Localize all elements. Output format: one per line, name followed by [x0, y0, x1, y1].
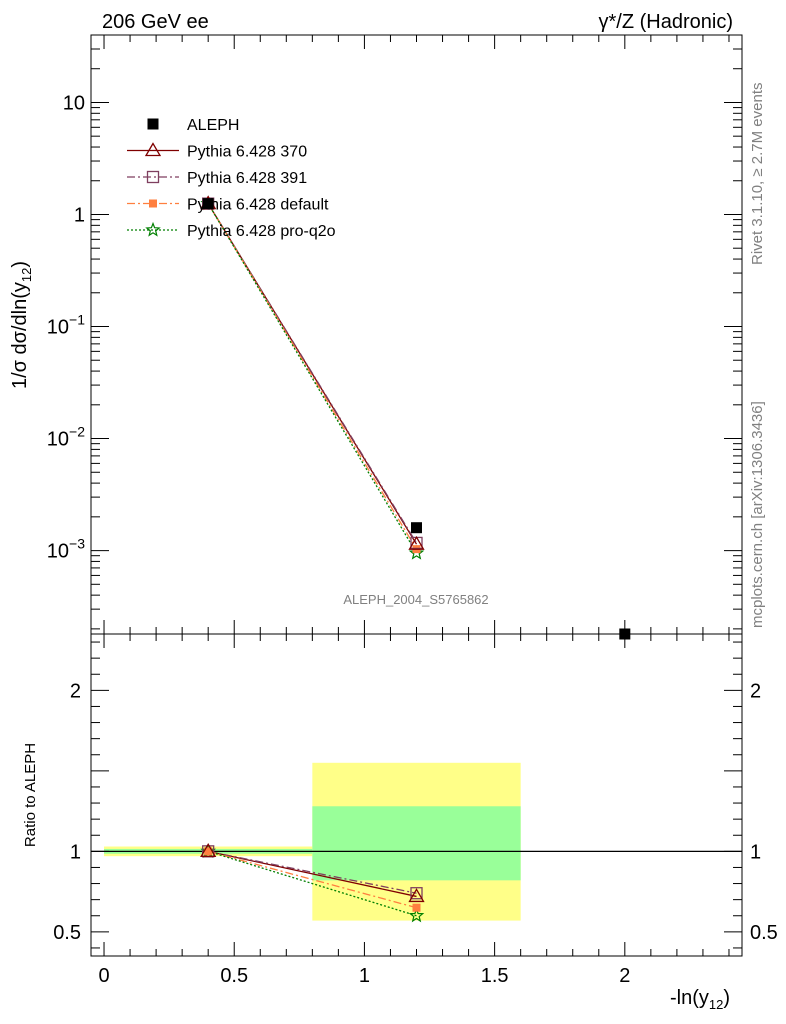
ratio-point-pdefault: [412, 903, 421, 912]
svg-text:1/σ dσ/dln(y12): 1/σ dσ/dln(y12): [9, 261, 34, 389]
ratio-panel: 0 0.5 1 1.5 2 0.5 0.5 1 1 2 2: [53, 633, 778, 987]
y-tick-label: 10−2: [47, 424, 85, 451]
data-point-p370: [408, 535, 425, 550]
mcplots-label: mcplots.cern.ch [arXiv:1306.3436]: [749, 401, 766, 628]
analysis-label: ALEPH_2004_S5765862: [343, 592, 488, 607]
ratio-y-tick-label: 1: [70, 841, 81, 863]
legend-marker-p370: [144, 142, 162, 157]
ratio-y-tick-label-right: 1: [750, 841, 761, 863]
ratio-line-p391: [208, 850, 417, 894]
svg-text:-ln(y12): -ln(y12): [670, 987, 730, 1012]
legend-marker-p391: [146, 170, 160, 184]
legend: ALEPH Pythia 6.428 370 Pythia 6.428 391 Pyt…: [127, 117, 336, 240]
legend-label-p370: Pythia 6.428 370: [187, 144, 307, 161]
ratio-y-tick-label: 0.5: [53, 922, 81, 944]
ratio-point-p370: [408, 888, 425, 903]
legend-label-pq2o: Pythia 6.428 pro-q2o: [187, 223, 336, 240]
y-tick-label: 10: [63, 92, 85, 114]
legend-marker-data: [147, 118, 159, 130]
x-tick-label: 0.5: [220, 965, 248, 987]
x-tick-label: 1: [359, 965, 370, 987]
series-line-pdefault: [207, 203, 418, 550]
legend-marker-pq2o: [145, 221, 161, 237]
data-point-data: [202, 198, 214, 210]
main-y-axis-title: 1/σ dσ/dln(y12): [9, 261, 34, 389]
x-tick-label: 2: [619, 965, 630, 987]
y-tick-label: 10−3: [47, 536, 85, 563]
rivet-version-label: Rivet 3.1.10, ≥ 2.7M events: [749, 83, 766, 266]
legend-label-pdefault: Pythia 6.428 default: [187, 197, 329, 214]
ratio-point-pq2o: [408, 907, 425, 923]
ratio-y-tick-label: 2: [70, 680, 81, 702]
data-point-data: [411, 522, 422, 534]
legend-label-p391: Pythia 6.428 391: [187, 170, 307, 187]
ratio-y-tick-label-right: 0.5: [750, 922, 778, 944]
header-left-label: 206 GeV ee: [102, 11, 209, 33]
ratio-y-axis-title: Ratio to ALEPH: [22, 743, 39, 847]
ratio-point-pdefault: [204, 847, 213, 856]
x-tick-label: 0: [98, 965, 109, 987]
x-axis-title: -ln(y12): [670, 987, 730, 1012]
data-point-pq2o: [408, 544, 425, 560]
uncertainty-band-green: [312, 806, 521, 881]
series-line-pq2o: [207, 203, 418, 554]
ratio-point-p370: [200, 843, 217, 857]
y-tick-label: 10−1: [47, 312, 85, 339]
legend-marker-pdefault: [149, 199, 157, 208]
ratio-point-p391: [410, 887, 423, 900]
ratio-line-pdefault: [208, 850, 417, 909]
y-tick-label: 1: [74, 204, 85, 226]
ratio-line-pq2o: [207, 850, 417, 917]
legend-label-data: ALEPH: [187, 117, 239, 134]
x-tick-label: 1.5: [481, 965, 509, 987]
ratio-y-tick-label-right: 2: [750, 680, 761, 702]
header-right-label: γ*/Z (Hadronic): [599, 11, 733, 33]
